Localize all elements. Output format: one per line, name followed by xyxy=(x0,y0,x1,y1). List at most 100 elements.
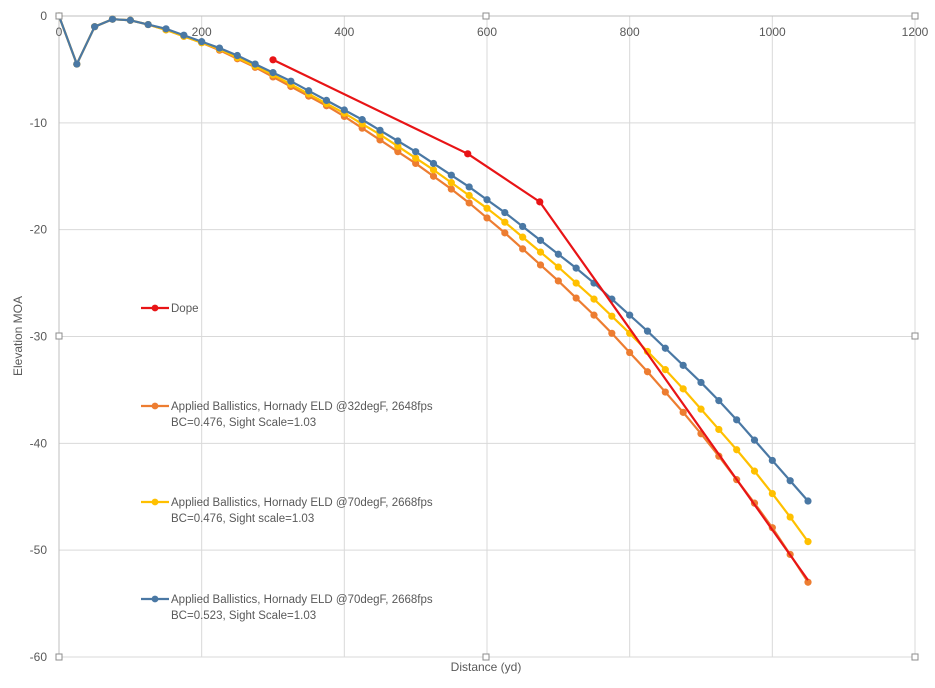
x-tick-label: 600 xyxy=(477,25,497,39)
legend-label: BC=0.476, Sight Scale=1.03 xyxy=(171,417,316,429)
x-axis-title: Distance (yd) xyxy=(451,660,522,674)
legend-marker xyxy=(151,498,159,506)
y-tick-label: -20 xyxy=(30,223,48,237)
data-point xyxy=(501,218,509,226)
y-tick-label: -40 xyxy=(30,436,48,450)
data-point xyxy=(126,16,134,24)
data-point xyxy=(483,204,491,212)
series-line-0 xyxy=(272,58,809,581)
data-point xyxy=(394,137,402,145)
data-point xyxy=(679,385,687,393)
y-tick-label: -10 xyxy=(30,116,48,130)
data-point xyxy=(661,388,669,396)
data-point xyxy=(733,416,741,424)
data-point xyxy=(768,456,776,465)
data-point xyxy=(464,150,472,158)
legend-entry-0[interactable]: Dope xyxy=(141,303,199,315)
data-point xyxy=(269,69,277,77)
legend-marker xyxy=(151,402,159,410)
data-point xyxy=(144,20,152,29)
data-point xyxy=(215,44,224,52)
data-point xyxy=(519,222,527,231)
data-point xyxy=(91,23,99,31)
legend-entry-2[interactable]: Applied Ballistics, Hornady ELD @70degF,… xyxy=(141,497,433,525)
data-point xyxy=(501,208,509,217)
data-point xyxy=(429,159,438,168)
data-point xyxy=(554,277,562,285)
data-point xyxy=(536,261,545,269)
legend-entry-1[interactable]: Applied Ballistics, Hornady ELD @32degF,… xyxy=(141,401,433,429)
data-point xyxy=(108,15,117,23)
data-point xyxy=(768,489,776,498)
data-point xyxy=(590,311,598,319)
data-point xyxy=(626,348,634,357)
resize-handle[interactable] xyxy=(55,12,63,20)
data-point xyxy=(287,77,295,85)
gridlines xyxy=(59,16,916,658)
data-point xyxy=(626,311,634,319)
data-point xyxy=(519,233,527,241)
data-point xyxy=(447,179,455,187)
legend-label: BC=0.523, Sight Scale=1.03 xyxy=(171,610,316,622)
data-point xyxy=(590,295,598,303)
data-point xyxy=(198,38,206,46)
resize-handle[interactable] xyxy=(482,12,490,20)
resize-handle[interactable] xyxy=(911,332,919,340)
data-point xyxy=(465,183,473,191)
data-point xyxy=(750,436,759,444)
y-tick-label: 0 xyxy=(40,9,47,23)
x-tick-label: 1200 xyxy=(902,25,929,39)
data-point xyxy=(465,199,473,207)
resize-handle[interactable] xyxy=(55,332,63,340)
data-point xyxy=(804,538,812,546)
data-point xyxy=(447,185,455,193)
data-point xyxy=(608,329,616,337)
data-point xyxy=(322,96,331,104)
data-point xyxy=(536,236,545,244)
data-point xyxy=(305,87,313,95)
tick-labels: 0 200 400 600 800 1000 1200 0 -10 -20 -30 -40 -50 -60 xyxy=(30,9,929,664)
plot-series xyxy=(55,12,812,586)
resize-handle[interactable] xyxy=(55,653,63,661)
data-point xyxy=(572,294,580,302)
legend[interactable]: Dope Applied Ballistics, Hornady ELD @32d… xyxy=(141,303,433,622)
data-point xyxy=(412,159,420,168)
data-point xyxy=(786,477,794,485)
selection-handles[interactable] xyxy=(55,12,919,661)
data-point xyxy=(376,136,384,144)
x-tick-label: 800 xyxy=(620,25,640,39)
legend-entry-3[interactable]: Applied Ballistics, Hornady ELD @70degF,… xyxy=(141,594,433,622)
data-point xyxy=(554,263,562,271)
data-point xyxy=(572,279,580,287)
data-point xyxy=(519,245,527,253)
data-point xyxy=(180,31,188,39)
data-point xyxy=(697,405,705,413)
resize-handle[interactable] xyxy=(911,12,919,20)
data-point xyxy=(661,366,669,374)
data-point xyxy=(501,229,509,237)
legend-label: Dope xyxy=(171,303,199,315)
data-point xyxy=(804,578,812,586)
data-point xyxy=(465,191,473,200)
y-tick-label: -60 xyxy=(30,650,48,664)
data-point xyxy=(429,172,438,180)
data-point xyxy=(536,198,544,206)
data-point xyxy=(643,327,652,335)
x-tick-label: 200 xyxy=(192,25,212,39)
legend-label: Applied Ballistics, Hornady ELD @32degF,… xyxy=(171,401,433,413)
data-point xyxy=(162,25,170,33)
data-point xyxy=(715,425,723,434)
x-tick-label: 400 xyxy=(334,25,354,39)
data-point xyxy=(679,408,687,416)
legend-label: Applied Ballistics, Hornady ELD @70degF,… xyxy=(171,594,433,606)
legend-marker xyxy=(151,304,159,312)
resize-handle[interactable] xyxy=(482,653,490,661)
data-point xyxy=(608,312,616,320)
data-point xyxy=(483,214,491,222)
data-point xyxy=(394,148,402,156)
data-point xyxy=(251,60,259,68)
resize-handle[interactable] xyxy=(911,653,919,661)
y-tick-label: -30 xyxy=(30,330,48,344)
data-point xyxy=(572,264,580,272)
